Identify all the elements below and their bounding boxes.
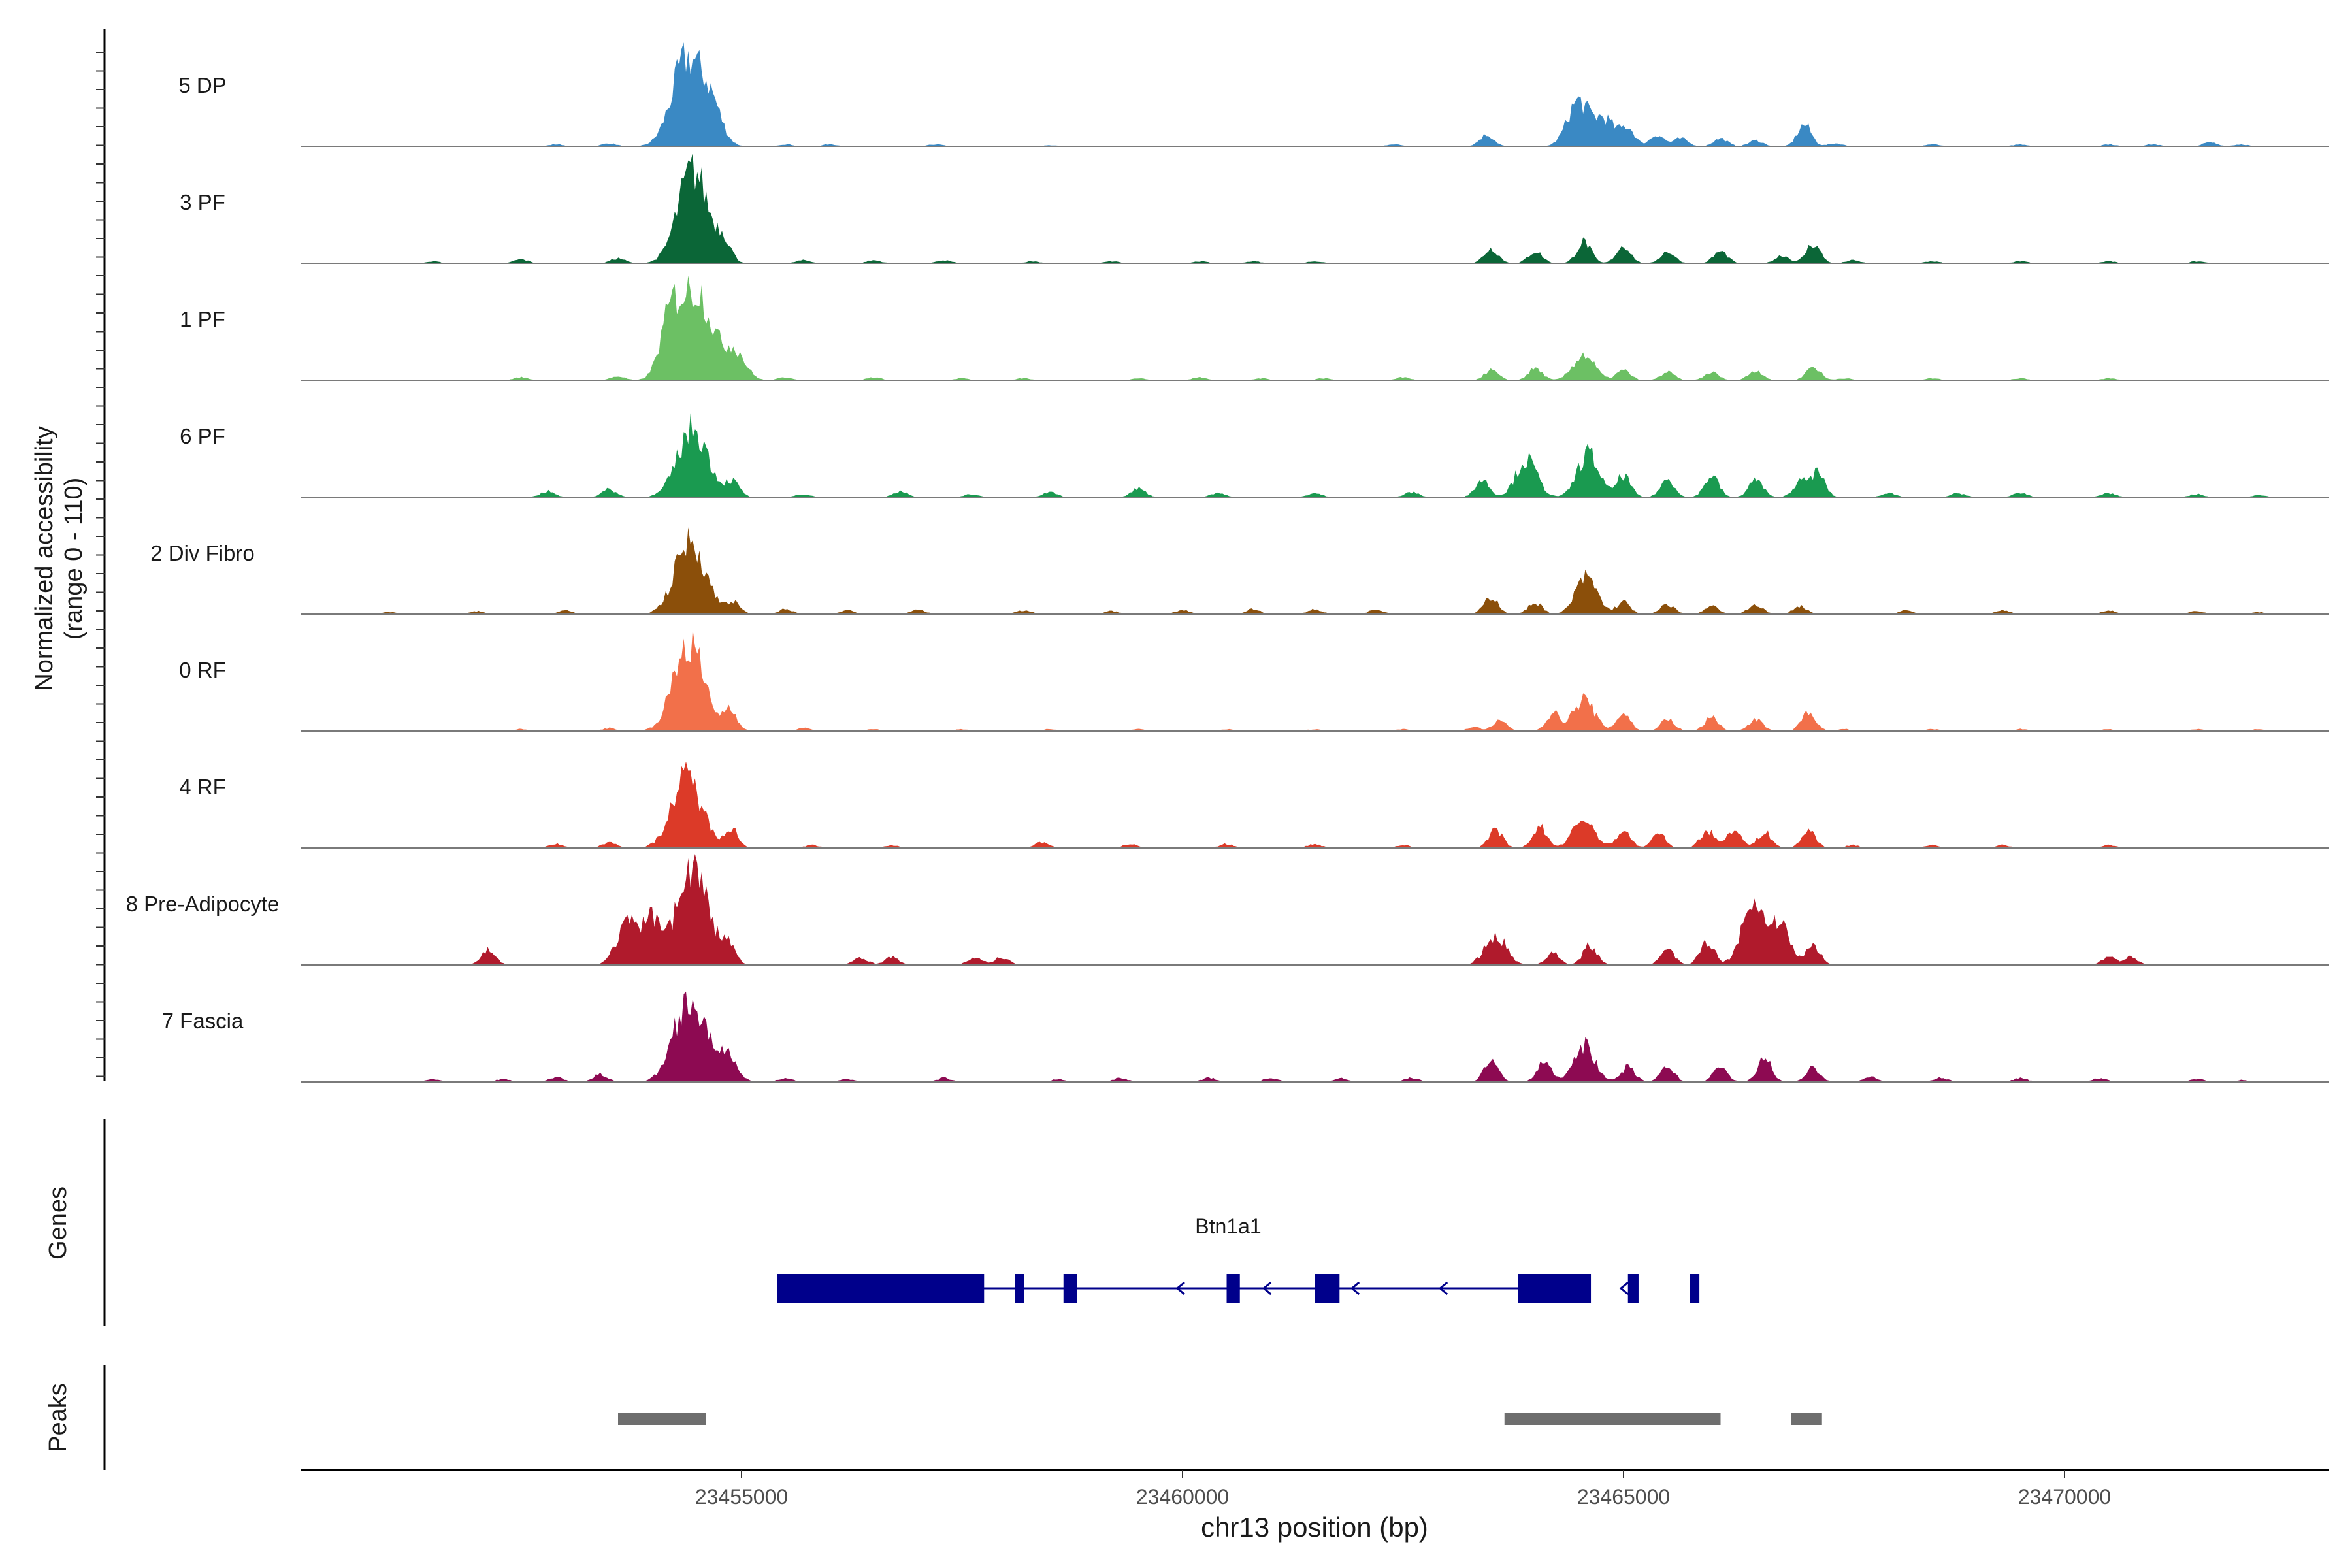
x-tick-label: 23455000	[695, 1485, 788, 1509]
strand-arrow	[1438, 1281, 1448, 1296]
gene-model	[777, 1274, 1700, 1303]
track-2-div-fibro: 2 Div Fibro	[150, 527, 2329, 615]
coverage-area	[301, 276, 2329, 380]
strand-arrow	[1350, 1281, 1360, 1296]
peak-region	[1791, 1413, 1822, 1425]
coverage-y-axis-ticks	[96, 52, 105, 1077]
coverage-area	[301, 991, 2329, 1082]
track-label: 3 PF	[180, 190, 225, 214]
peaks-track-title: Peaks	[44, 1383, 72, 1452]
y-axis-title-line1: Normalized accessibility	[31, 426, 58, 691]
peak-regions	[618, 1413, 1822, 1425]
gene-name-label: Btn1a1	[1195, 1215, 1261, 1238]
track-3-pf: 3 PF	[180, 152, 2329, 264]
strand-arrow	[1262, 1281, 1272, 1296]
track-6-pf: 6 PF	[180, 413, 2329, 498]
x-tick-label: 23470000	[2018, 1485, 2111, 1509]
strand-arrow	[1619, 1281, 1629, 1296]
genes-track: Genes Btn1a1	[44, 1119, 1700, 1326]
x-tick-label: 23460000	[1136, 1485, 1229, 1509]
track-label: 1 PF	[180, 307, 225, 331]
x-axis-title: chr13 position (bp)	[1201, 1512, 1428, 1543]
gene-exon	[1063, 1274, 1077, 1303]
coverage-area	[301, 42, 2329, 146]
strand-arrow	[1175, 1281, 1185, 1296]
genes-track-title: Genes	[44, 1186, 72, 1260]
peak-region	[618, 1413, 706, 1425]
gene-exon	[1315, 1274, 1340, 1303]
track-0-rf: 0 RF	[179, 629, 2329, 732]
track-label: 8 Pre-Adipocyte	[126, 892, 280, 916]
gene-exon	[777, 1274, 985, 1303]
gene-exon	[1690, 1274, 1700, 1303]
gene-exon	[1518, 1274, 1592, 1303]
track-5-dp: 5 DP	[178, 42, 2329, 147]
x-axis-ticks: 23455000 23460000 23465000 23470000	[695, 1470, 2111, 1509]
track-label: 7 Fascia	[162, 1009, 244, 1033]
track-label: 2 Div Fibro	[150, 541, 255, 565]
track-label: 6 PF	[180, 424, 225, 448]
y-axis-title-line2: (range 0 - 110)	[60, 478, 88, 640]
peak-region	[1504, 1413, 1721, 1425]
track-label: 4 RF	[179, 775, 226, 799]
track-label: 0 RF	[179, 658, 226, 682]
track-4-rf: 4 RF	[179, 761, 2329, 849]
coverage-area	[301, 761, 2329, 848]
coverage-area	[301, 152, 2329, 263]
gene-exon	[1015, 1274, 1024, 1303]
coverage-area	[301, 854, 2329, 965]
track-8-pre-adipocyte: 8 Pre-Adipocyte	[126, 854, 2329, 966]
coverage-tracks: 5 DP 3 PF 1 PF 6 PF 2 Div Fibro 0 RF 4 RF 8 Pre…	[126, 42, 2329, 1083]
coverage-area	[301, 527, 2329, 614]
coverage-area	[301, 413, 2329, 497]
gene-exon	[1226, 1274, 1240, 1303]
track-1-pf: 1 PF	[180, 276, 2329, 381]
peaks-track: Peaks	[44, 1365, 1822, 1470]
gene-exon	[1627, 1274, 1639, 1303]
track-label: 5 DP	[178, 73, 226, 97]
coverage-area	[301, 629, 2329, 731]
x-tick-label: 23465000	[1577, 1485, 1670, 1509]
track-7-fascia: 7 Fascia	[162, 991, 2329, 1083]
